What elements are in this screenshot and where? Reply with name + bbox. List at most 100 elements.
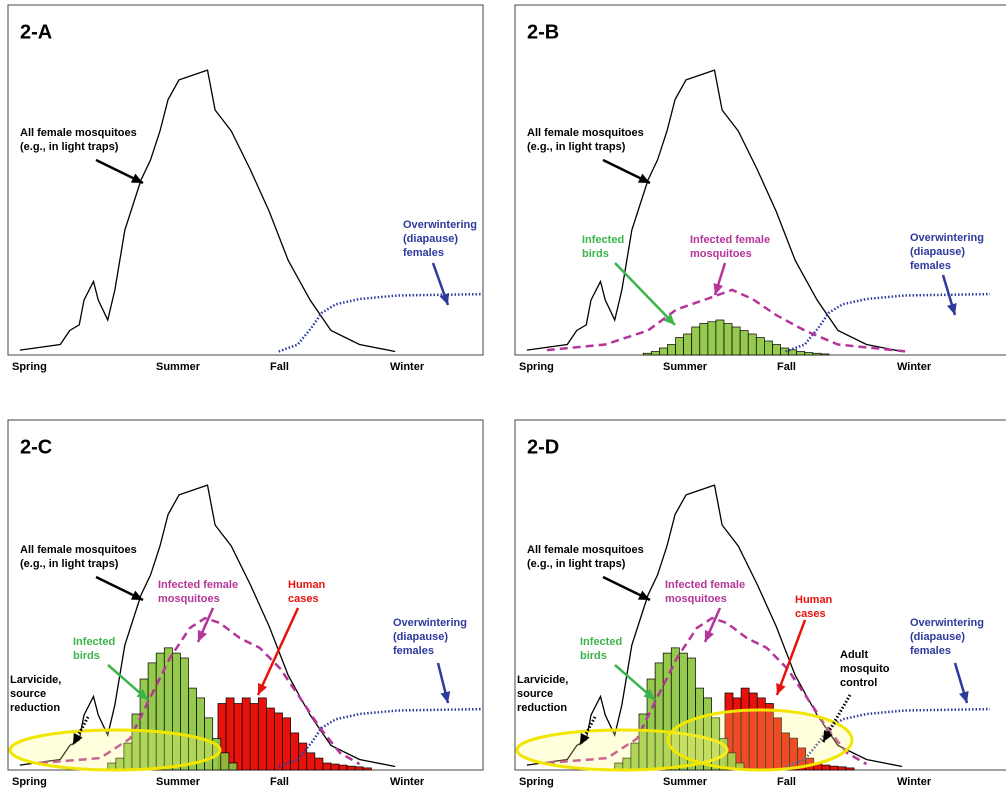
bar [804, 352, 814, 356]
bar [683, 333, 693, 356]
annotation: cases [795, 608, 826, 620]
bar [675, 337, 684, 356]
bar [829, 765, 839, 771]
season-label: Summer [663, 776, 708, 788]
season-label: Winter [390, 361, 425, 373]
bar [266, 707, 275, 771]
annotation: Infected female [158, 579, 238, 591]
annotation: (diapause) [910, 631, 965, 643]
bar [346, 765, 356, 771]
annotation: Adult [840, 649, 868, 661]
arrow-head [73, 732, 83, 745]
infected-females-curve [39, 616, 361, 766]
bar [322, 762, 332, 771]
annotation: (e.g., in light traps) [20, 141, 119, 153]
infected-females-curve [546, 288, 908, 353]
panel-frame [514, 4, 1006, 356]
season-label: Spring [12, 776, 47, 788]
arrow-head [130, 590, 143, 600]
arrow-head [959, 691, 969, 703]
bar [290, 732, 300, 771]
annotation: control [840, 677, 877, 689]
arrow-head [136, 688, 148, 700]
season-label: Summer [156, 776, 201, 788]
annotation: source [517, 688, 553, 700]
annotation: (e.g., in light traps) [20, 558, 119, 570]
season-label: Fall [270, 361, 289, 373]
annotation: females [910, 260, 951, 272]
bar [667, 344, 676, 356]
annotation: Overwintering [910, 617, 984, 629]
annotation: birds [582, 248, 609, 260]
annotation: Larvicide, [10, 674, 61, 686]
annotation: mosquito [840, 663, 890, 675]
annotation: Infected female [665, 579, 745, 591]
bar [764, 340, 773, 356]
all-females-curve [526, 69, 903, 353]
bar [755, 337, 765, 356]
bar [298, 742, 308, 771]
panel-title: 2-A [20, 21, 52, 43]
panel-frame [7, 4, 484, 356]
annotation: females [910, 645, 951, 657]
arrow-head [258, 682, 268, 695]
arrow-head [197, 629, 208, 642]
season-label: Spring [12, 361, 47, 373]
annotation: (diapause) [403, 233, 458, 245]
arrow-shaft [256, 607, 300, 696]
panel-title: 2-B [527, 21, 559, 43]
annotation: (diapause) [393, 631, 448, 643]
all-females-curve [19, 69, 396, 353]
arrow-shaft [614, 262, 676, 326]
control-zone [8, 728, 222, 772]
bar [715, 319, 725, 356]
bar [642, 352, 652, 356]
annotation: reduction [10, 702, 60, 714]
season-label: Fall [777, 361, 796, 373]
season-label: Winter [897, 776, 932, 788]
bar [306, 752, 316, 771]
panel-title: 2-D [527, 436, 559, 458]
bar [249, 703, 259, 771]
annotation: Human [795, 594, 833, 606]
season-label: Winter [897, 361, 932, 373]
bar [820, 353, 830, 356]
arrow-shaft [775, 619, 807, 696]
bar [650, 351, 660, 356]
bar [731, 326, 741, 356]
season-label: Winter [390, 776, 425, 788]
arrow-head [130, 173, 143, 183]
arrow-head [947, 303, 957, 315]
annotation: birds [580, 650, 607, 662]
bar [691, 326, 701, 356]
control-zone [515, 728, 729, 772]
annotation: females [393, 645, 434, 657]
annotation: Overwintering [403, 219, 477, 231]
annotation: mosquitoes [158, 593, 220, 605]
bar [233, 703, 243, 771]
bar [354, 766, 364, 771]
panel-title: 2-C [20, 436, 52, 458]
bar [772, 344, 781, 356]
arrow-head [823, 729, 833, 742]
season-label: Fall [270, 776, 289, 788]
annotation: Infected [73, 636, 115, 648]
season-label: Spring [519, 776, 554, 788]
annotation: reduction [517, 702, 567, 714]
annotation: (e.g., in light traps) [527, 558, 626, 570]
annotation: Human [288, 579, 326, 591]
annotation: mosquitoes [690, 248, 752, 260]
season-label: Summer [663, 361, 708, 373]
arrow-head [663, 313, 675, 325]
bar [659, 347, 668, 356]
bar [707, 321, 717, 356]
arrow-head [637, 590, 650, 600]
bar [780, 347, 789, 356]
arrow-head [439, 292, 450, 305]
season-label: Fall [777, 776, 796, 788]
annotation: Overwintering [393, 617, 467, 629]
annotation: (diapause) [910, 246, 965, 258]
bar [314, 757, 324, 771]
bar [274, 712, 283, 771]
